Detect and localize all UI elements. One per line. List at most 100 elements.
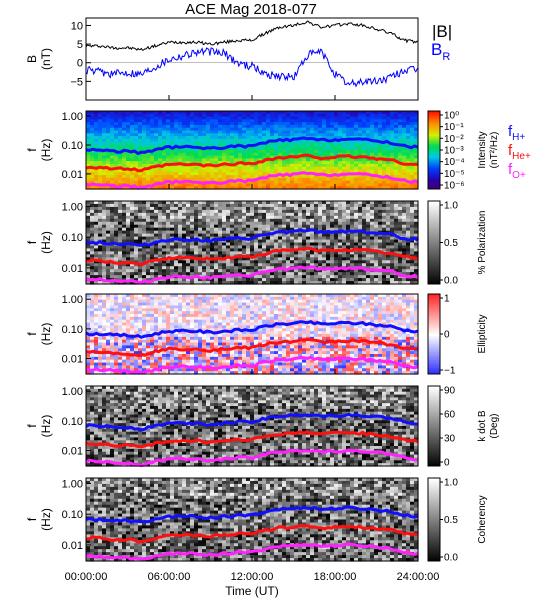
- spectrogram-cell: [382, 124, 387, 129]
- spectrogram-cell: [382, 127, 387, 132]
- figure-title: ACE Mag 2018-077: [185, 1, 317, 18]
- spectrogram-cell: [358, 180, 363, 185]
- spectrogram-cell: [222, 116, 227, 120]
- spectrogram-cell: [102, 136, 107, 140]
- colorbar-tick-label: 1.0: [444, 201, 458, 212]
- spectrogram-cell: [142, 206, 147, 211]
- spectrogram-cell: [414, 133, 419, 137]
- spectrogram-cell: [102, 130, 107, 134]
- spectrogram-cell: [174, 152, 179, 157]
- spectrogram-cell: [210, 177, 215, 182]
- colorbar-segment: [428, 136, 440, 139]
- spectrogram-cell: [162, 116, 167, 120]
- spectrogram-cell: [414, 141, 419, 146]
- spectrogram-cell: [262, 127, 267, 132]
- spectrogram-cell: [402, 124, 407, 129]
- spectrogram-cell: [146, 161, 151, 165]
- spectrogram-cell: [130, 136, 135, 140]
- spectrogram-cell: [138, 158, 143, 162]
- spectrogram-cell: [258, 147, 263, 151]
- colorbar-segment: [428, 138, 440, 141]
- spectrogram-cell: [234, 127, 239, 132]
- spectrogram-cell: [122, 209, 127, 214]
- spectrogram-cell: [334, 175, 339, 179]
- spectrogram-cell: [174, 138, 179, 143]
- spectrogram-cell: [166, 124, 171, 129]
- spectrogram-cell: [342, 113, 347, 118]
- spectrogram-cell: [278, 152, 283, 157]
- spectrogram-cell: [334, 152, 339, 157]
- spectrogram-cell: [158, 251, 163, 255]
- spectrogram-cell: [282, 133, 287, 137]
- spectrogram-cell: [246, 124, 251, 129]
- spectrogram-cell: [382, 161, 387, 165]
- spectrogram-cell: [98, 248, 103, 252]
- panel-frame: [85, 17, 419, 101]
- spectrogram-cell: [138, 144, 143, 148]
- spectrogram-cell: [390, 122, 395, 126]
- spectrogram-cell: [234, 113, 239, 118]
- spectrogram-cell: [402, 119, 407, 123]
- spectrogram-cell: [94, 218, 99, 223]
- spectrogram-cell: [262, 144, 267, 148]
- spectrogram-cell: [162, 236, 167, 241]
- spectrogram-cell: [406, 166, 411, 171]
- series-line-b-total: [85, 20, 419, 51]
- spectrogram-cell: [294, 152, 299, 157]
- spectrogram-cell: [402, 111, 407, 115]
- spectrogram-cell: [138, 212, 143, 217]
- spectrogram-cell: [174, 127, 179, 132]
- spectrogram-cell: [186, 138, 191, 143]
- spectrogram-cell: [266, 166, 271, 171]
- spectrogram-cell: [150, 239, 155, 244]
- colorbar-segment: [428, 155, 440, 159]
- spectrogram-cell: [294, 183, 299, 187]
- spectrogram-cell: [94, 230, 99, 235]
- spectrogram-cell: [302, 124, 307, 129]
- spectrogram-cell: [110, 281, 115, 285]
- spectrogram-cell: [242, 136, 247, 140]
- spectrogram-cell: [126, 155, 131, 159]
- spectrogram-cell: [86, 124, 91, 129]
- spectrogram-cell: [158, 177, 163, 182]
- spectrogram-cell: [394, 169, 399, 173]
- spectrogram-cell: [146, 230, 151, 235]
- colorbar-segment: [428, 122, 440, 126]
- spectrogram-cell: [90, 138, 95, 143]
- spectrogram-cell: [86, 212, 91, 217]
- colorbar-segment: [428, 140, 440, 143]
- spectrogram-cell: [274, 186, 279, 190]
- spectrogram-cell: [194, 124, 199, 129]
- spectrogram-cell: [94, 281, 99, 285]
- spectrogram-cell: [158, 152, 163, 157]
- spectrogram-cell: [118, 201, 123, 205]
- spectrogram-cell: [318, 147, 323, 151]
- spectrogram-cell: [86, 133, 91, 137]
- spectrogram-cell: [86, 116, 91, 120]
- spectrogram-cell: [302, 161, 307, 165]
- spectrogram-cell: [210, 144, 215, 148]
- spectrogram-cell: [294, 130, 299, 134]
- spectrogram-cell: [270, 130, 275, 134]
- spectrogram-cell: [302, 169, 307, 173]
- y-axis-label: B: [25, 55, 39, 63]
- spectrogram-cell: [254, 175, 259, 179]
- spectrogram-cell: [138, 147, 143, 151]
- spectrogram-cell: [186, 147, 191, 151]
- cutoff-line-he-plus: [85, 153, 418, 173]
- spectrogram-cell: [274, 119, 279, 123]
- spectrogram-cell: [98, 180, 103, 185]
- colorbar-segment: [428, 181, 440, 184]
- spectrogram-cell: [270, 186, 275, 190]
- spectrogram-cell: [94, 224, 99, 229]
- spectrogram-cell: [274, 183, 279, 187]
- spectrogram-cell: [326, 136, 331, 140]
- spectrogram-cell: [322, 144, 327, 148]
- spectrogram-cell: [190, 136, 195, 140]
- colorbar-segment: [428, 130, 440, 133]
- spectrogram-cell: [150, 155, 155, 159]
- spectrogram-cell: [134, 224, 139, 229]
- spectrogram-cell: [186, 152, 191, 157]
- spectrogram-cell: [118, 144, 123, 148]
- spectrogram-cell: [402, 172, 407, 176]
